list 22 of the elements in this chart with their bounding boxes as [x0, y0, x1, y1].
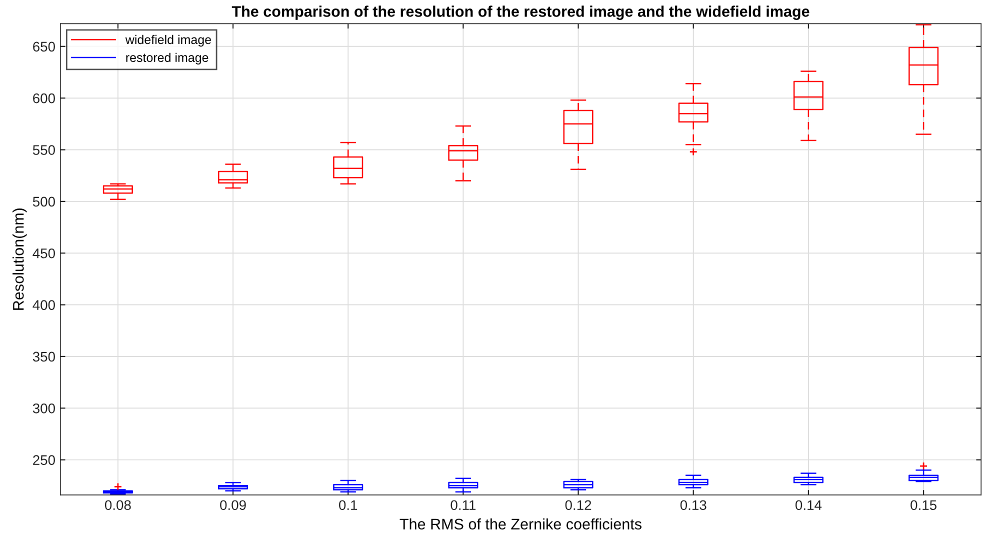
x-tick-label: 0.08: [104, 500, 131, 510]
legend-label: restored image: [126, 52, 208, 64]
x-tick-label: 0.15: [910, 500, 936, 510]
x-tick-label: 0.13: [680, 500, 706, 510]
y-tick-label: 600: [33, 93, 55, 104]
x-tick-label: 0.14: [795, 500, 822, 510]
y-tick-label: 550: [32, 145, 55, 155]
y-tick-label: 350: [32, 352, 55, 362]
x-tick-label: 0.09: [220, 500, 246, 510]
y-tick-label: 500: [32, 196, 55, 207]
x-axis-title: The RMS of the Zernike coefficients: [400, 518, 642, 530]
y-tick-label: 400: [32, 300, 55, 310]
y-tick-label: 300: [32, 403, 55, 414]
x-tick-label: 0.1: [339, 500, 358, 510]
legend-label: widefield image: [125, 34, 211, 47]
y-tick-label: 450: [32, 248, 55, 258]
y-tick-label: 650: [33, 42, 55, 52]
x-tick-label: 0.11: [450, 500, 476, 510]
y-tick-label: 250: [33, 455, 55, 465]
y-axis-title: Resolution(nm): [12, 208, 27, 310]
x-tick-label: 0.12: [565, 500, 592, 510]
chart-title: The comparison of the resolution of the restored image and the widefield image: [232, 6, 810, 20]
